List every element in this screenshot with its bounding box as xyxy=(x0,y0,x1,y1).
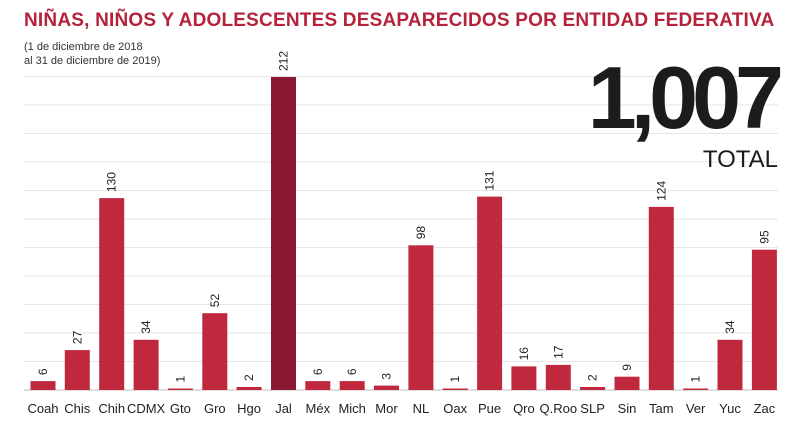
bar-zac xyxy=(751,249,777,390)
value-label: 1 xyxy=(689,376,703,383)
value-label: 2 xyxy=(242,374,256,381)
category-label: NL xyxy=(413,401,430,416)
bars xyxy=(30,77,777,390)
bar-slp xyxy=(580,387,606,390)
value-label: 130 xyxy=(105,172,119,192)
category-label: Mor xyxy=(375,401,398,416)
bar-mor xyxy=(374,385,399,390)
bar-chis xyxy=(64,350,90,390)
value-label: 52 xyxy=(208,294,222,308)
value-label: 95 xyxy=(757,230,771,244)
bar-mx xyxy=(305,381,331,390)
category-label: Ver xyxy=(686,401,706,416)
bar-mich xyxy=(339,381,365,390)
value-label: 2 xyxy=(586,374,600,381)
bar-chih xyxy=(99,198,125,390)
value-label: 6 xyxy=(311,368,325,375)
value-label: 1 xyxy=(448,376,462,383)
total-label: TOTAL xyxy=(702,146,778,173)
bar-oax xyxy=(442,388,468,390)
category-label: Chih xyxy=(98,401,125,416)
bar-nl xyxy=(408,245,434,390)
bar-gro xyxy=(202,313,228,390)
category-label: Q.Roo xyxy=(540,401,578,416)
value-label: 17 xyxy=(551,345,565,359)
value-label: 9 xyxy=(620,364,634,371)
total-value: 1,007 xyxy=(587,48,784,147)
category-label: Jal xyxy=(275,401,292,416)
bar-ver xyxy=(683,388,709,390)
category-label: SLP xyxy=(580,401,605,416)
category-label: CDMX xyxy=(127,401,166,416)
category-label: Tam xyxy=(649,401,674,416)
value-label: 131 xyxy=(483,170,497,190)
bar-qro xyxy=(511,366,537,390)
value-label: 27 xyxy=(70,330,84,344)
category-label: Méx xyxy=(306,401,331,416)
value-label: 34 xyxy=(723,320,737,334)
bar-qroo xyxy=(545,364,571,390)
value-labels: 6 27 130 34 1 52 2 212 6 6 3 98 1 131 16 17 2 9 124 1 34 95 xyxy=(36,51,771,383)
chart-subtitle: (1 de diciembre de 2018 al 31 de diciemb… xyxy=(24,40,160,68)
bar-yuc xyxy=(717,339,743,390)
category-label: Mich xyxy=(338,401,365,416)
bar-gto xyxy=(167,388,193,390)
subtitle-line-2: al 31 de diciembre de 2019) xyxy=(24,55,161,67)
value-label: 34 xyxy=(139,320,153,334)
value-label: 98 xyxy=(414,226,428,240)
category-label: Hgo xyxy=(237,401,261,416)
value-label: 1 xyxy=(173,376,187,383)
subtitle-line-1: (1 de diciembre de 2018 xyxy=(24,41,143,53)
bar-cdmx xyxy=(133,339,159,390)
category-label: Yuc xyxy=(719,401,741,416)
category-label: Oax xyxy=(443,401,467,416)
category-label: Coah xyxy=(27,401,58,416)
bar-sin xyxy=(614,376,640,390)
category-label: Gto xyxy=(170,401,191,416)
category-label: Gro xyxy=(204,401,226,416)
bar-pue xyxy=(477,196,503,390)
category-label: Zac xyxy=(754,401,776,416)
bar-tam xyxy=(648,206,674,390)
bar-coah xyxy=(30,381,56,390)
value-label: 3 xyxy=(380,373,394,380)
chart-title: NIÑAS, NIÑOS Y ADOLESCENTES DESAPARECIDO… xyxy=(24,10,775,31)
category-label: Chis xyxy=(64,401,91,416)
category-label: Qro xyxy=(513,401,535,416)
bar-hgo xyxy=(236,387,262,390)
category-labels: Coah Chis Chih CDMX Gto Gro Hgo Jal Méx Mich Mor NL… xyxy=(27,401,775,416)
category-label: Pue xyxy=(478,401,501,416)
value-label: 212 xyxy=(277,51,291,71)
bar-jal xyxy=(271,77,296,390)
value-label: 124 xyxy=(654,181,668,201)
value-label: 6 xyxy=(36,368,50,375)
value-label: 6 xyxy=(345,368,359,375)
value-label: 16 xyxy=(517,347,531,361)
category-label: Sin xyxy=(618,401,637,416)
